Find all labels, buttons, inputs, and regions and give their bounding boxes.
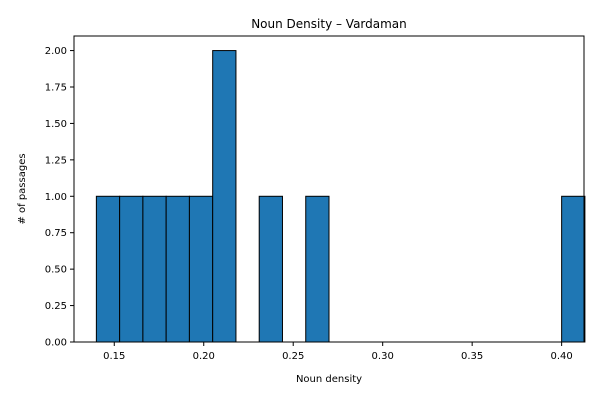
- x-axis-label: Noun density: [296, 374, 362, 385]
- chart-title: Noun Density – Vardaman: [251, 17, 407, 31]
- x-tick-label: 0.40: [550, 351, 572, 362]
- y-tick-label: 0.00: [45, 338, 67, 349]
- y-axis: 0.00 0.25 0.50 0.75 1.00 1.25 1.50 1.75 2.00: [45, 46, 74, 349]
- plot-area: [95, 50, 586, 343]
- histogram-bar: [119, 195, 144, 343]
- y-axis-label: # of passages: [17, 153, 28, 224]
- histogram-bar: [561, 195, 586, 343]
- y-tick-label: 1.25: [45, 155, 67, 166]
- histogram-bar: [305, 195, 330, 343]
- histogram-bar: [258, 195, 283, 343]
- histogram-bar: [212, 50, 237, 343]
- x-tick-label: 0.30: [372, 351, 394, 362]
- x-axis: 0.15 0.20 0.25 0.30 0.35 0.40: [103, 342, 573, 362]
- x-tick-label: 0.15: [103, 351, 125, 362]
- histogram-bar: [188, 195, 214, 343]
- y-tick-label: 2.00: [45, 46, 67, 57]
- histogram-bar: [95, 195, 121, 343]
- y-tick-label: 1.00: [45, 192, 67, 203]
- histogram-bar: [142, 195, 167, 343]
- x-tick-label: 0.20: [193, 351, 215, 362]
- y-tick-label: 1.50: [45, 119, 67, 130]
- plot-frame: [73, 35, 585, 343]
- y-tick-label: 0.75: [45, 228, 67, 239]
- y-tick-label: 0.25: [45, 301, 67, 312]
- y-tick-label: 0.50: [45, 265, 67, 276]
- x-tick-label: 0.35: [461, 351, 483, 362]
- histogram-bar: [165, 195, 190, 343]
- x-tick-label: 0.25: [282, 351, 304, 362]
- y-tick-label: 1.75: [45, 83, 67, 94]
